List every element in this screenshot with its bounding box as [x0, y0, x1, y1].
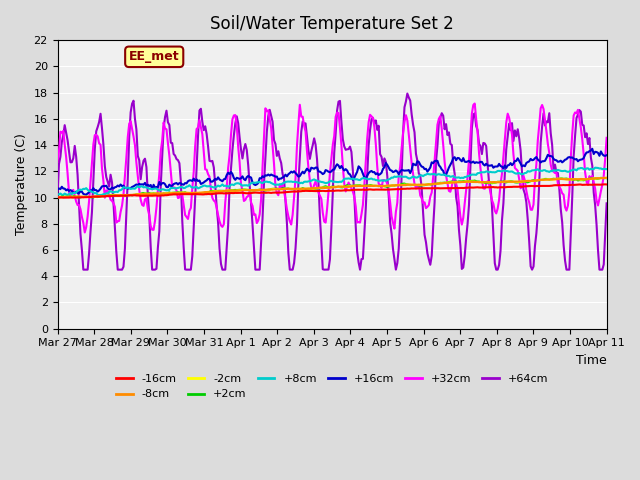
Y-axis label: Temperature (C): Temperature (C)	[15, 133, 28, 235]
Title: Soil/Water Temperature Set 2: Soil/Water Temperature Set 2	[210, 15, 454, 33]
X-axis label: Time: Time	[576, 354, 607, 367]
Legend: -16cm, -8cm, -2cm, +2cm, +8cm, +16cm, +32cm, +64cm: -16cm, -8cm, -2cm, +2cm, +8cm, +16cm, +3…	[111, 370, 553, 404]
Text: EE_met: EE_met	[129, 50, 180, 63]
